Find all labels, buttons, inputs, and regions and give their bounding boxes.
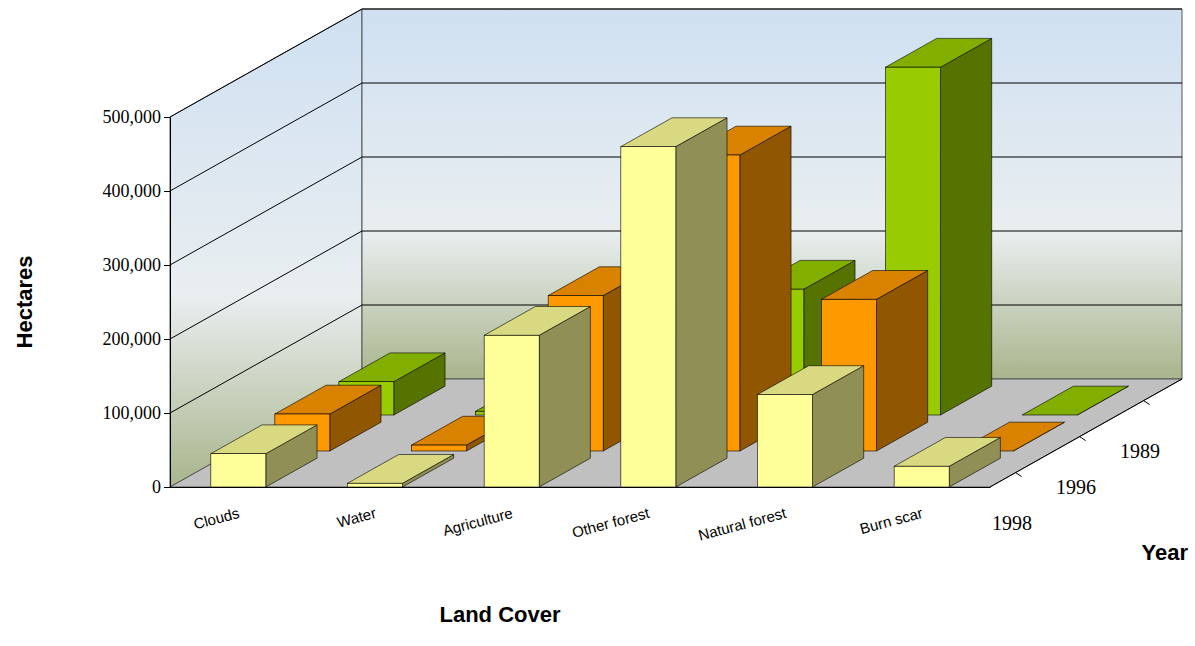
bar-front xyxy=(348,483,403,487)
bar xyxy=(484,307,590,488)
bar-side xyxy=(877,271,928,452)
bar xyxy=(1022,386,1128,415)
x-tick: Clouds xyxy=(192,487,242,533)
bar xyxy=(211,425,317,487)
x-tick-label: Water xyxy=(335,504,378,531)
y-tick-label: 300,000 xyxy=(103,255,162,275)
bar-front xyxy=(484,335,539,487)
bar xyxy=(758,366,864,487)
grid-line xyxy=(170,9,362,117)
x-tick-label: Other forest xyxy=(570,504,652,541)
y-tick-label: 500,000 xyxy=(103,107,162,127)
y-tick-label: 200,000 xyxy=(103,329,162,349)
y-tick-label: 0 xyxy=(152,477,161,497)
y-tick-label: 400,000 xyxy=(103,181,162,201)
x-axis: Clouds Water Agriculture Other forest Natura… xyxy=(171,487,991,544)
bar-top xyxy=(886,38,992,67)
bar-top xyxy=(621,118,727,147)
bar-top xyxy=(758,366,864,395)
y-tick: 0 xyxy=(152,477,170,497)
bar-top xyxy=(348,455,454,484)
bar-side xyxy=(676,118,727,487)
y-axis: 0 100,000 200,000 300,000 400,000 500,000 xyxy=(103,107,171,497)
y-tick-mark xyxy=(164,339,170,340)
grid-line xyxy=(170,231,362,339)
z-tick-label: 1989 xyxy=(1120,440,1160,462)
bar-top xyxy=(484,307,590,336)
x-tick-label: Clouds xyxy=(192,504,242,533)
bar-top xyxy=(211,425,317,454)
y-tick: 100,000 xyxy=(103,403,171,423)
grid-line xyxy=(362,9,1182,10)
bar-front xyxy=(621,147,676,487)
bar xyxy=(348,455,454,488)
y-tick: 500,000 xyxy=(103,107,171,127)
x-tick: Water xyxy=(335,487,378,531)
z-tick-label: 1996 xyxy=(1056,476,1096,498)
bar-side xyxy=(941,38,992,415)
x-tick-label: Natural forest xyxy=(696,504,788,544)
bars xyxy=(211,38,1129,487)
z-tick-mark xyxy=(1144,401,1150,405)
y-tick-mark xyxy=(164,117,170,118)
y-tick-mark xyxy=(164,265,170,266)
y-tick: 200,000 xyxy=(103,329,171,349)
y-axis-title: Hectares xyxy=(12,256,37,349)
bar xyxy=(621,118,727,487)
x-tick-label: Agriculture xyxy=(441,504,515,539)
y-tick-mark xyxy=(164,487,170,488)
chart: 0 100,000 200,000 300,000 400,000 500,000 Clou… xyxy=(0,0,1195,646)
z-tick-mark xyxy=(1016,473,1022,477)
x-tick: Other forest xyxy=(570,487,652,541)
x-tick: Agriculture xyxy=(441,487,515,539)
bar-top xyxy=(894,437,1000,466)
y-axis-line xyxy=(170,118,171,488)
z-tick-mark xyxy=(1080,437,1086,441)
y-tick: 400,000 xyxy=(103,181,171,201)
y-tick-mark xyxy=(164,413,170,414)
x-axis-line xyxy=(171,487,991,488)
x-axis-title: Land Cover xyxy=(439,602,560,627)
grid-line xyxy=(362,83,1182,84)
x-tick: Burn scar xyxy=(858,487,924,537)
z-axis-line xyxy=(990,379,1182,487)
bar-top xyxy=(1022,386,1128,415)
bar-front xyxy=(894,466,949,487)
x-tick: Natural forest xyxy=(696,487,788,544)
z-tick-label: 1998 xyxy=(992,512,1032,534)
bar-side xyxy=(539,307,590,488)
y-tick: 300,000 xyxy=(103,255,171,275)
bar-top xyxy=(822,271,928,300)
bar-front xyxy=(412,445,467,451)
bar xyxy=(894,437,1000,487)
z-axis: 1998 1996 1989 xyxy=(990,379,1182,534)
x-tick-label: Burn scar xyxy=(858,504,924,537)
z-axis-title: Year xyxy=(1142,540,1189,565)
bar-top xyxy=(339,353,445,382)
y-tick-mark xyxy=(164,191,170,192)
bar-top xyxy=(275,385,381,414)
y-tick-label: 100,000 xyxy=(103,403,162,423)
grid-line xyxy=(170,83,362,191)
bar-front xyxy=(758,395,813,488)
grid-line xyxy=(170,157,362,265)
bar-front xyxy=(211,454,266,487)
bar-front xyxy=(1022,415,1077,416)
